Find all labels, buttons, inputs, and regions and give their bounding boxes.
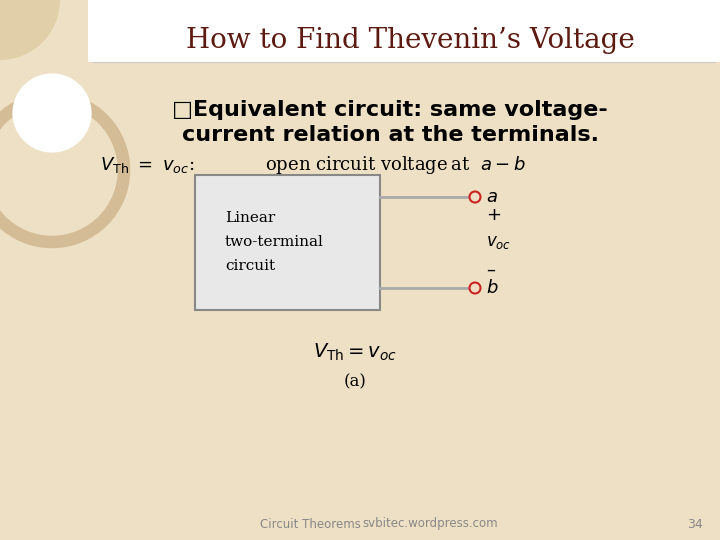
- Text: open circuit voltage at  $a-b$: open circuit voltage at $a-b$: [265, 154, 526, 176]
- Circle shape: [469, 192, 480, 202]
- Text: $V_{\mathrm{Th}} = v_{oc}$: $V_{\mathrm{Th}} = v_{oc}$: [313, 341, 397, 363]
- Text: circuit: circuit: [225, 260, 275, 273]
- Text: $b$: $b$: [486, 279, 498, 297]
- Text: Circuit Theorems: Circuit Theorems: [260, 517, 361, 530]
- Text: □Equivalent circuit: same voltage-: □Equivalent circuit: same voltage-: [172, 100, 608, 120]
- Text: $v_{oc}$: $v_{oc}$: [486, 234, 511, 251]
- Text: $V_{\rm Th}\ =\ v_{oc}$:: $V_{\rm Th}\ =\ v_{oc}$:: [100, 155, 194, 175]
- Circle shape: [469, 282, 480, 294]
- Text: svbitec.wordpress.com: svbitec.wordpress.com: [362, 517, 498, 530]
- Wedge shape: [0, 0, 60, 60]
- Text: current relation at the terminals.: current relation at the terminals.: [181, 125, 598, 145]
- Text: How to Find Thevenin’s Voltage: How to Find Thevenin’s Voltage: [186, 26, 634, 53]
- Circle shape: [12, 73, 91, 153]
- Text: two-terminal: two-terminal: [225, 235, 324, 249]
- Bar: [88, 62, 720, 540]
- Text: Linear: Linear: [225, 212, 275, 226]
- Text: –: –: [486, 261, 495, 279]
- Bar: [0, 0, 88, 540]
- Circle shape: [0, 110, 112, 230]
- Bar: [195, 175, 380, 310]
- Text: $a$: $a$: [486, 188, 498, 206]
- Text: +: +: [486, 206, 501, 224]
- Text: (a): (a): [343, 374, 366, 390]
- Text: 34: 34: [687, 517, 703, 530]
